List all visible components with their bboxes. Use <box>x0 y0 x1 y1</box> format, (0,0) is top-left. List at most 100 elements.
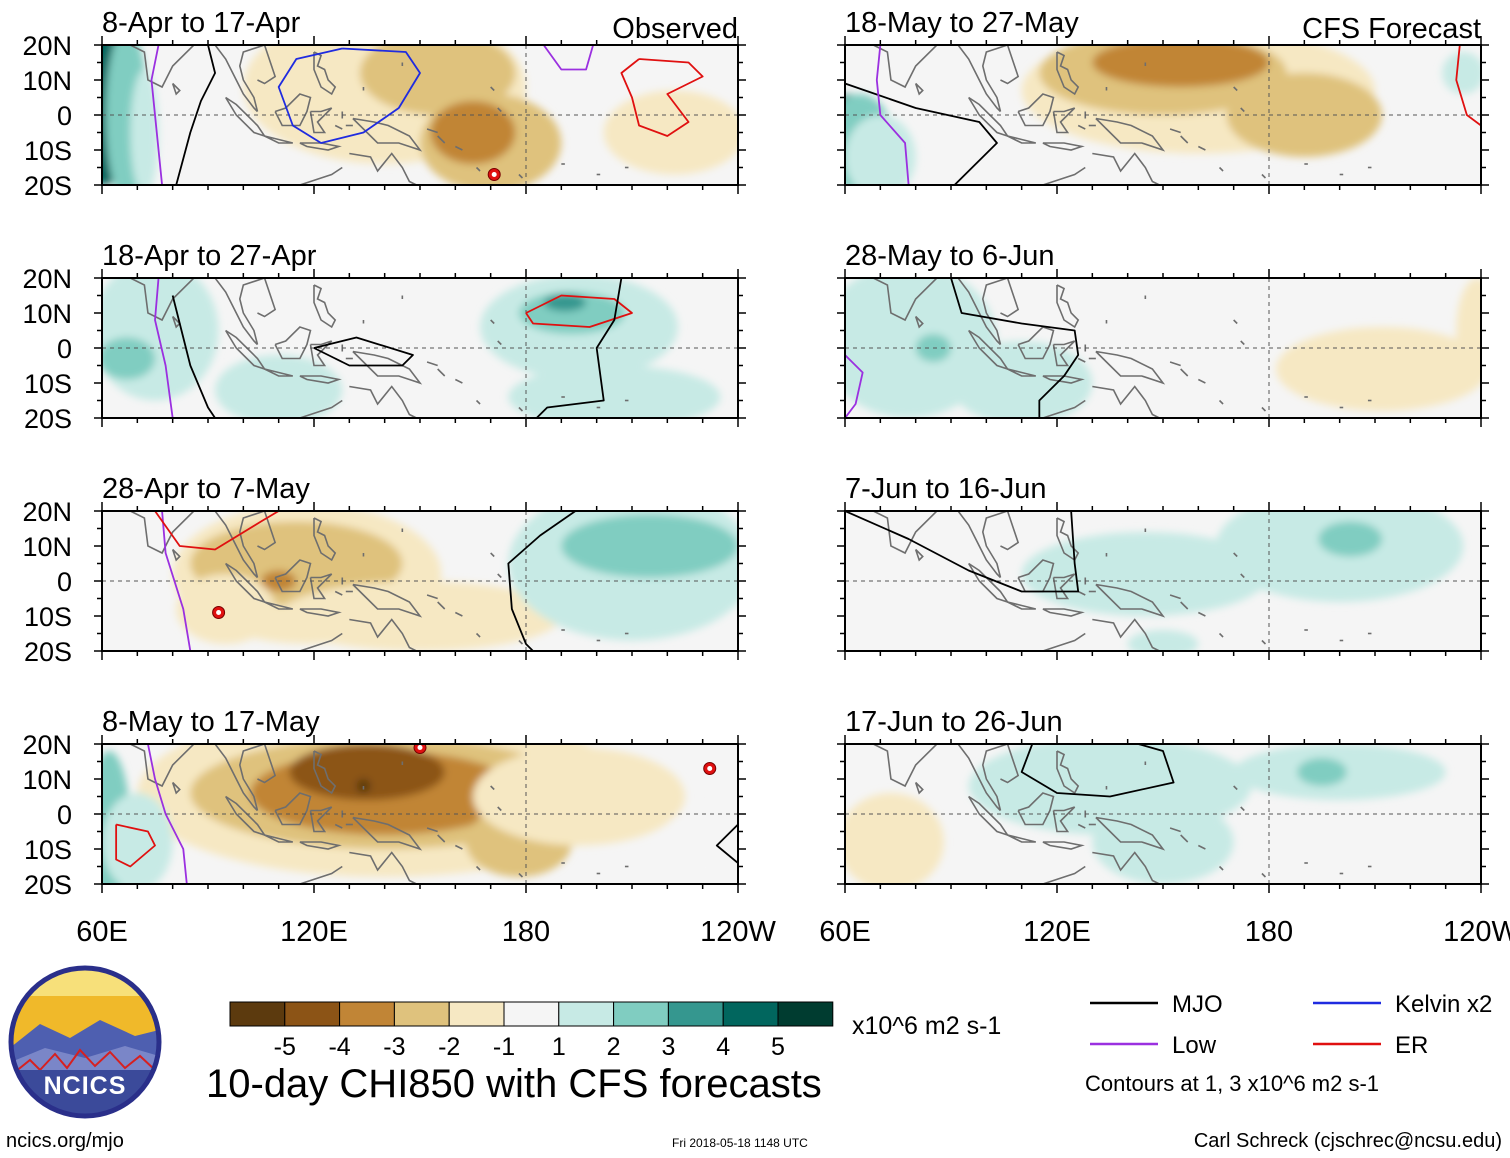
legend-entry: ER <box>1313 1032 1428 1059</box>
er-contour <box>525 294 633 328</box>
ncics-logo: NCICS <box>8 965 162 1119</box>
colorbar: -5 -4 -3 -2 -1 1 2 3 4 5 <box>229 1001 834 1061</box>
coastline <box>1261 173 1267 179</box>
coastline <box>1042 608 1085 617</box>
panel-plot-area <box>102 744 738 884</box>
coastline <box>1000 45 1020 85</box>
coastline <box>1052 573 1076 600</box>
axis-ticks <box>94 36 746 194</box>
coastline <box>1197 378 1206 384</box>
kelvin-contour <box>277 47 421 144</box>
coastline <box>490 785 495 791</box>
coastline <box>1042 865 1086 884</box>
coastline <box>957 511 1002 579</box>
coastline <box>1169 128 1181 134</box>
coastline <box>981 45 1008 112</box>
website-link[interactable]: ncics.org/mjo <box>6 1130 124 1152</box>
coastline <box>1092 618 1160 651</box>
mjo-contour <box>507 511 576 651</box>
panel-period-label: 18-Apr to 27-Apr <box>102 240 317 272</box>
coastline <box>1056 750 1080 795</box>
coastline <box>1218 166 1224 172</box>
coastline <box>1052 340 1076 367</box>
x-tick-label: 180 <box>1245 916 1293 948</box>
anomaly-region <box>603 90 738 175</box>
panel-plot-area <box>102 278 738 418</box>
coastline <box>454 145 463 151</box>
coastline <box>1233 552 1238 558</box>
coastline <box>1261 639 1267 645</box>
coastline <box>299 399 343 418</box>
coastline <box>1056 51 1080 96</box>
axis-ticks <box>837 502 1489 660</box>
anomaly-region <box>1297 758 1347 786</box>
coastline <box>957 278 1002 346</box>
colorbar-tick-label: -1 <box>493 1033 515 1061</box>
coastline <box>1169 594 1181 600</box>
coastline <box>1017 326 1055 360</box>
coastline <box>914 315 924 329</box>
column-header: Observed <box>612 13 738 45</box>
y-tick-label: 20N <box>22 264 72 294</box>
coastline <box>349 385 417 418</box>
anomaly-region <box>102 793 173 884</box>
coastline <box>518 406 524 412</box>
colorbar-tick-label: -2 <box>438 1033 460 1061</box>
coastline <box>1042 375 1085 384</box>
coastline <box>171 781 181 795</box>
colorbar-swatch <box>229 1001 286 1027</box>
anomaly-region <box>1216 511 1464 602</box>
anomaly-region <box>1456 278 1481 383</box>
mjo-contour <box>171 295 216 418</box>
x-tick-label: 120E <box>1023 916 1091 948</box>
coastline <box>1000 511 1020 551</box>
contour-legend: MJO Kelvin x2 Low ER <box>1090 991 1492 1059</box>
coastline <box>1007 368 1036 377</box>
coastline <box>257 511 277 551</box>
coastline <box>1233 86 1238 92</box>
coastline <box>299 375 342 384</box>
coastline <box>437 368 446 377</box>
timestamp: Fri 2018-05-18 1148 UTC <box>672 1136 808 1150</box>
panel-period-label: 17-Jun to 26-Jun <box>845 706 1063 738</box>
y-tick-label: 20S <box>24 870 72 900</box>
coastline <box>437 135 446 144</box>
anomaly-region <box>1092 800 1234 884</box>
mjo-contour <box>313 336 414 367</box>
coastline <box>1077 590 1086 596</box>
axis-ticks <box>94 269 746 427</box>
coastline <box>274 326 312 360</box>
coastline <box>490 86 495 92</box>
coastline <box>349 618 417 651</box>
coastline <box>1218 399 1224 405</box>
coastline <box>1007 834 1036 843</box>
colorbar-swatch <box>667 1001 724 1027</box>
coastlines <box>129 744 636 884</box>
anomaly-shading <box>102 744 738 884</box>
coastline <box>914 781 924 795</box>
y-tick-label: 10S <box>24 602 72 632</box>
coastline <box>1077 124 1086 130</box>
axis-ticks <box>837 735 1489 893</box>
low-contour <box>845 354 864 418</box>
coastline <box>1180 834 1189 843</box>
coastline <box>475 399 481 405</box>
colorbar-swatch <box>503 1001 560 1027</box>
coastline <box>1240 573 1245 579</box>
coastline <box>334 590 343 596</box>
coastline <box>1095 117 1166 152</box>
coastline <box>518 173 524 179</box>
anomaly-region <box>176 574 276 644</box>
coastline <box>1056 517 1080 562</box>
coastline <box>129 744 195 788</box>
coastline <box>214 511 259 579</box>
coastline <box>214 45 259 113</box>
y-tick-label: 20N <box>22 730 72 760</box>
coastline <box>1169 361 1181 367</box>
mjo-contour <box>845 511 1080 593</box>
coastline <box>454 844 463 850</box>
coastline <box>872 278 938 322</box>
colorbar-tick-label: 5 <box>771 1033 785 1061</box>
coastline <box>214 744 259 812</box>
